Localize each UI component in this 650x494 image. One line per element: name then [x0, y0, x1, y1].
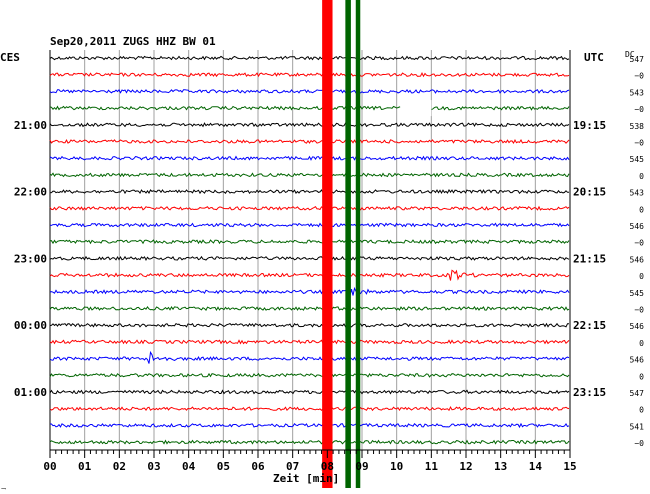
chart-title: Sep20,2011 ZUGS HHZ BW 01 — [50, 35, 216, 48]
trace-line — [49, 222, 570, 228]
dc-value: 546 — [630, 222, 645, 231]
dc-value: 0 — [639, 406, 644, 415]
event-band-green — [355, 0, 361, 488]
trace-line — [49, 439, 570, 445]
dc-value: 545 — [630, 155, 645, 164]
trace-line — [49, 89, 570, 94]
dc-value: −0 — [634, 306, 644, 315]
event-bands — [322, 0, 432, 488]
x-tick-label: 08 — [321, 460, 334, 473]
dc-value: 546 — [630, 322, 645, 331]
trace-line — [49, 269, 570, 281]
event-band-green — [345, 0, 351, 488]
x-tick-label: 02 — [113, 460, 126, 473]
dc-value: 545 — [630, 289, 645, 298]
trace-line — [49, 155, 570, 161]
dc-value: 543 — [630, 88, 645, 97]
dc-value: −0 — [634, 439, 644, 448]
dc-label: DC — [625, 50, 635, 59]
dc-value: 0 — [639, 172, 644, 181]
dc-value: −0 — [634, 105, 644, 114]
dc-value: 538 — [630, 122, 645, 131]
trace-line — [49, 306, 570, 312]
dc-value: 546 — [630, 255, 645, 264]
right-timezone-label: UTC — [584, 51, 604, 64]
left-time-label: 22:00 — [14, 186, 47, 199]
dc-value: 0 — [639, 205, 644, 214]
left-time-label: 01:00 — [14, 386, 47, 399]
left-time-label: 21:00 — [14, 119, 47, 132]
x-tick-label: 07 — [286, 460, 299, 473]
trace-line — [49, 350, 570, 364]
dc-value: −0 — [634, 72, 644, 81]
dc-value: 546 — [630, 356, 645, 365]
data-gap — [400, 100, 432, 117]
trace-group — [49, 55, 570, 445]
x-tick-label: 11 — [425, 460, 439, 473]
dc-value: 0 — [639, 372, 644, 381]
trace-line — [49, 172, 570, 178]
trace-line — [49, 138, 570, 144]
left-timezone-label: CES — [0, 51, 20, 64]
trace-line — [49, 406, 570, 412]
x-tick-label: 06 — [251, 460, 265, 473]
trace-line — [49, 372, 570, 378]
dc-value: 541 — [630, 422, 645, 431]
right-time-label: 19:15 — [573, 119, 606, 132]
trace-line — [49, 122, 570, 128]
event-band-red — [322, 0, 333, 488]
corner-mark: ͢ — [1, 487, 6, 490]
dc-value: 543 — [630, 189, 645, 198]
right-time-label: 22:15 — [573, 319, 606, 332]
dc-value: 0 — [639, 339, 644, 348]
dc-value: 0 — [639, 272, 644, 281]
x-tick-label: 10 — [390, 460, 403, 473]
trace-line — [49, 286, 570, 298]
right-time-label: 20:15 — [573, 186, 606, 199]
trace-line — [49, 339, 570, 345]
trace-line — [49, 205, 570, 211]
dc-value: 547 — [630, 389, 645, 398]
x-tick-label: 03 — [147, 460, 160, 473]
labels: 00 01 02 03 04 05 06 07 08 09 10 11 12 13 14 1521:0022:… — [14, 55, 644, 473]
grid — [49, 50, 571, 450]
trace-line — [49, 255, 570, 261]
dc-value: 547 — [630, 55, 645, 64]
x-tick-label: 09 — [355, 460, 368, 473]
x-tick-label: 00 — [43, 460, 56, 473]
x-axis-label: Zeit [min] — [273, 472, 339, 485]
left-time-label: 00:00 — [14, 319, 47, 332]
trace-line — [49, 322, 569, 328]
x-tick-label: 12 — [459, 460, 472, 473]
trace-line — [50, 422, 570, 429]
trace-line — [49, 71, 570, 78]
x-tick-label: 14 — [529, 460, 543, 473]
trace-line — [49, 189, 569, 195]
trace-line — [49, 55, 570, 61]
trace-line — [49, 389, 570, 395]
dc-value: −0 — [634, 139, 644, 148]
dc-value: −0 — [634, 239, 644, 248]
x-tick-label: 01 — [78, 460, 92, 473]
right-time-label: 23:15 — [573, 386, 606, 399]
left-time-label: 23:00 — [14, 252, 47, 265]
right-time-label: 21:15 — [573, 252, 606, 265]
x-tick-label: 15 — [563, 460, 576, 473]
x-tick-label: 05 — [217, 460, 230, 473]
trace-line — [49, 239, 570, 245]
trace-line — [49, 105, 570, 111]
x-tick-label: 04 — [182, 460, 196, 473]
x-tick-label: 13 — [494, 460, 507, 473]
